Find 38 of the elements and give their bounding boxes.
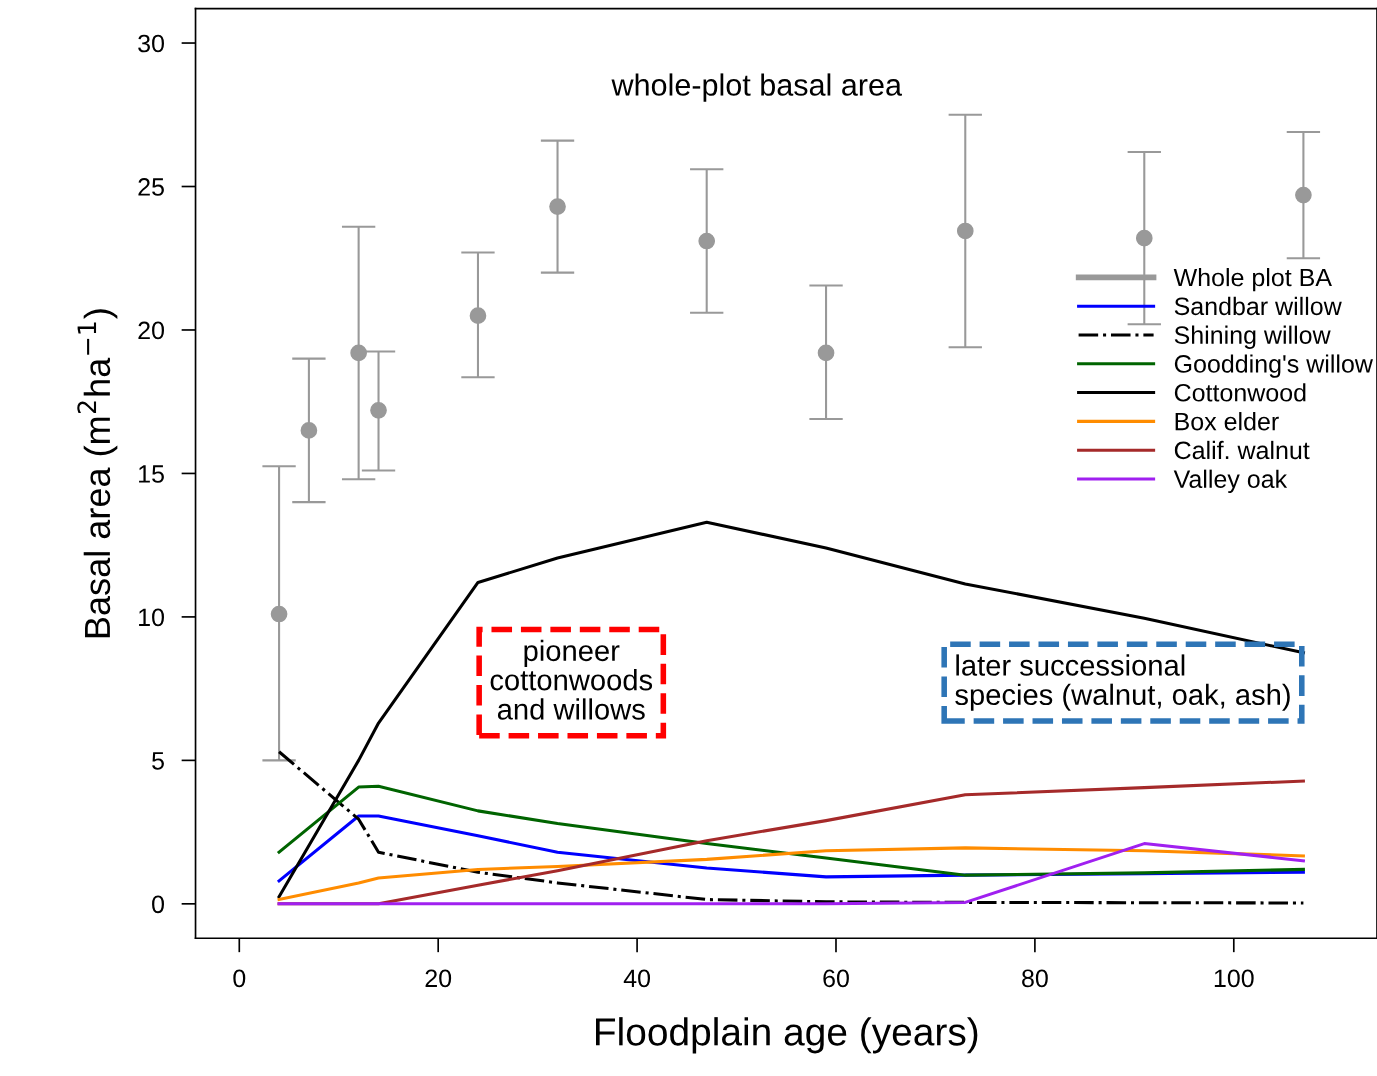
x-tick-label: 100 [1214, 969, 1254, 988]
y-tick-label: 25 [138, 178, 164, 196]
x-axis-title: Floodplain age (years) [596, 1017, 978, 1054]
annotation: later successional species (walnut, oak, ash) [955, 654, 1290, 711]
point [1295, 186, 1312, 204]
point [370, 401, 387, 419]
x-tick-label: 40 [623, 969, 651, 988]
legend-label: Sandbar willow [1174, 296, 1342, 316]
point [300, 422, 318, 439]
x-tick-label: 60 [823, 969, 849, 988]
annotation: pioneer cottonwoods and willows [490, 639, 653, 720]
point [549, 198, 566, 215]
annotation: whole-plot basal area [611, 73, 902, 102]
legend-label: Whole plot BA [1173, 268, 1332, 292]
y-tick-label: 20 [138, 321, 164, 340]
y-tick-label: 0 [152, 895, 164, 914]
y-tick-label: 5 [152, 752, 164, 770]
legend-label: Valley oak [1173, 469, 1288, 493]
point [956, 222, 974, 240]
x-tick-label: 20 [425, 969, 452, 988]
legend-label: Calif. walnut [1174, 440, 1310, 460]
point [469, 307, 487, 324]
legend-label: Cottonwood [1174, 383, 1306, 402]
legend-label: Box elder [1175, 412, 1279, 431]
legend-label: Goodding's willow [1174, 354, 1373, 378]
x-tick-label: 80 [1022, 969, 1048, 988]
x-tick-label: 0 [233, 969, 246, 988]
point [698, 232, 716, 250]
line-series [277, 784, 1305, 877]
point [817, 344, 835, 362]
point [1135, 229, 1153, 247]
point [350, 344, 367, 362]
y-tick-label: 15 [139, 465, 164, 483]
legend-label: Shining willow [1174, 325, 1331, 349]
y-axis-title: Basal area (m$^{2}$ha$^{−1}$) [77, 309, 118, 638]
y-tick-label: 10 [139, 608, 164, 627]
y-tick-label: 30 [138, 34, 164, 53]
point [270, 605, 288, 623]
